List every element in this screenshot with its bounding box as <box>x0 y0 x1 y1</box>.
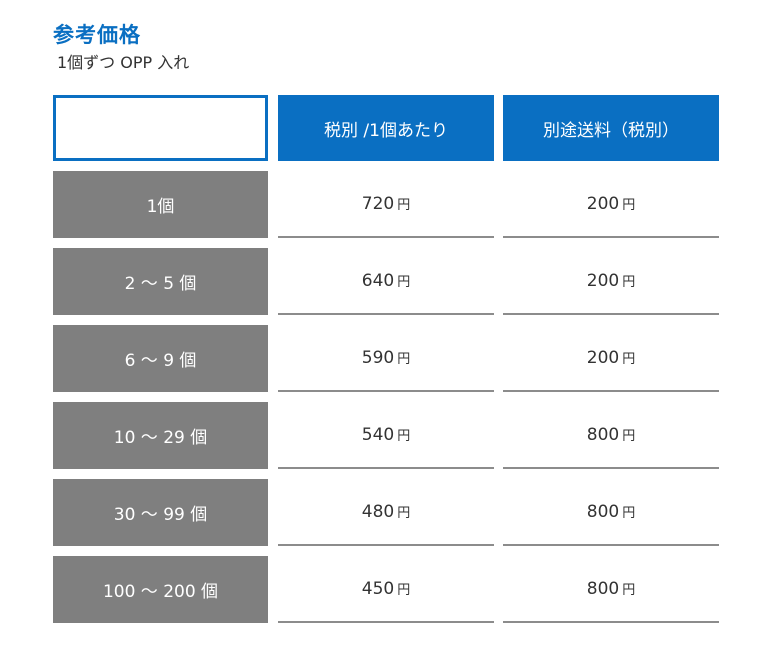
row-shipping-cell: 200 円 <box>503 248 719 315</box>
price-value: 720 <box>361 193 395 214</box>
shipping-value: 800 <box>586 424 620 445</box>
header-shipping: 別途送料（税別） <box>503 95 719 161</box>
yen-unit: 円 <box>622 429 636 444</box>
shipping-value: 200 <box>586 347 620 368</box>
shipping-value: 200 <box>586 193 620 214</box>
row-price-cell: 720 円 <box>278 171 494 238</box>
page-title: 参考価格 <box>53 23 141 47</box>
yen-unit: 円 <box>397 429 411 444</box>
price-value: 450 <box>361 578 395 599</box>
row-shipping-cell: 800 円 <box>503 556 719 623</box>
row-price-cell: 540 円 <box>278 402 494 469</box>
row-shipping-cell: 800 円 <box>503 479 719 546</box>
yen-unit: 円 <box>397 352 411 367</box>
row-price-cell: 480 円 <box>278 479 494 546</box>
row-quantity-label: 100 ～ 200 個 <box>53 556 268 623</box>
price-value: 590 <box>361 347 395 368</box>
yen-unit: 円 <box>622 352 636 367</box>
row-price-cell: 450 円 <box>278 556 494 623</box>
table-corner-cell <box>53 95 268 161</box>
shipping-value: 200 <box>586 270 620 291</box>
price-value: 640 <box>361 270 395 291</box>
yen-unit: 円 <box>397 198 411 213</box>
row-quantity-label: 1個 <box>53 171 268 238</box>
price-value: 480 <box>361 501 395 522</box>
row-quantity-label: 6 ～ 9 個 <box>53 325 268 392</box>
yen-unit: 円 <box>622 275 636 290</box>
row-quantity-label: 30 ～ 99 個 <box>53 479 268 546</box>
shipping-value: 800 <box>586 578 620 599</box>
yen-unit: 円 <box>622 198 636 213</box>
yen-unit: 円 <box>397 583 411 598</box>
row-quantity-label: 2 ～ 5 個 <box>53 248 268 315</box>
shipping-value: 800 <box>586 501 620 522</box>
yen-unit: 円 <box>397 275 411 290</box>
row-quantity-label: 10 ～ 29 個 <box>53 402 268 469</box>
page-subtitle: 1個ずつ OPP 入れ <box>57 53 190 72</box>
yen-unit: 円 <box>622 583 636 598</box>
row-shipping-cell: 800 円 <box>503 402 719 469</box>
yen-unit: 円 <box>622 506 636 521</box>
price-value: 540 <box>361 424 395 445</box>
header-price-per-unit: 税別 /1個あたり <box>278 95 494 161</box>
row-price-cell: 590 円 <box>278 325 494 392</box>
row-shipping-cell: 200 円 <box>503 171 719 238</box>
row-shipping-cell: 200 円 <box>503 325 719 392</box>
row-price-cell: 640 円 <box>278 248 494 315</box>
yen-unit: 円 <box>397 506 411 521</box>
